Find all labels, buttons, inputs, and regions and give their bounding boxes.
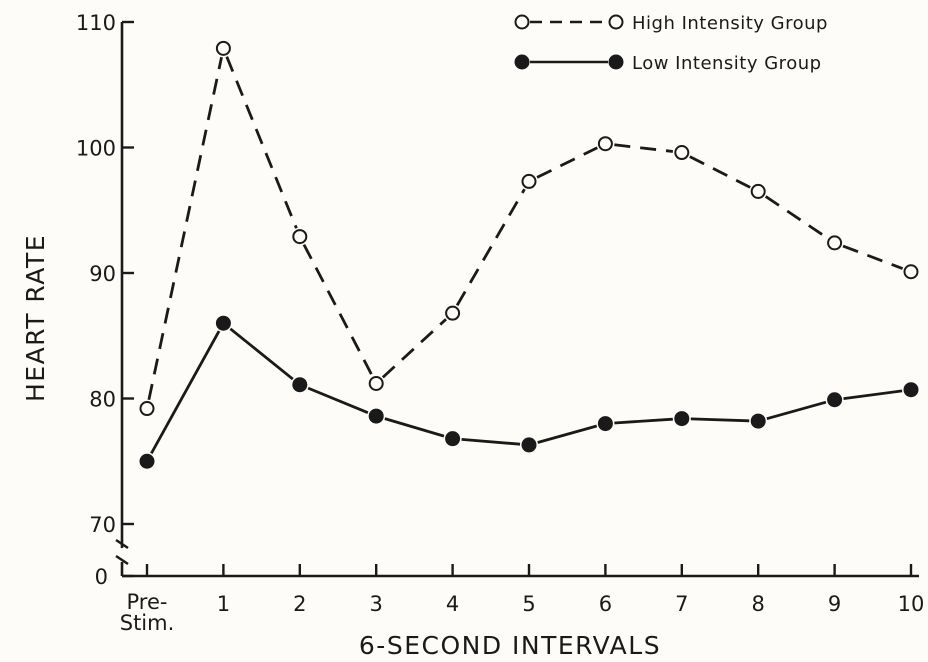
legend-label: Low Intensity Group — [632, 53, 822, 74]
data-point-filled — [903, 382, 919, 398]
series-segment — [766, 400, 827, 421]
series-segment — [381, 318, 447, 379]
series-segment — [764, 195, 828, 240]
series-segment — [225, 56, 298, 229]
series-segment — [536, 146, 598, 179]
data-point-filled — [139, 453, 155, 469]
y-axis-ticks: 70 80 90 100 110 0 — [76, 11, 134, 589]
series-low-intensity — [139, 315, 919, 469]
x-tick-label: 3 — [370, 592, 383, 616]
data-point-filled — [597, 416, 613, 432]
x-tick-label: Pre-Stim. — [120, 590, 175, 635]
data-point-open — [368, 375, 384, 391]
x-axis-title: 6-SECOND INTERVALS — [359, 631, 661, 660]
series-segment — [690, 417, 750, 423]
series-layer — [139, 40, 919, 469]
data-point-open — [903, 264, 919, 280]
legend-marker-open — [514, 14, 530, 30]
legend: High Intensity Group Low Intensity Group — [514, 13, 828, 74]
x-tick-label: 4 — [446, 592, 459, 616]
x-tick-label: 9 — [828, 592, 841, 616]
data-point-open — [521, 173, 537, 189]
legend-marker-filled — [608, 54, 624, 70]
x-tick-label: 10 — [898, 592, 925, 616]
y-axis-break — [115, 539, 129, 565]
x-tick-label: 1 — [217, 592, 230, 616]
y-axis-title: HEART RATE — [21, 234, 50, 402]
data-point-filled — [750, 413, 766, 429]
data-point-filled — [445, 431, 461, 447]
series-segment — [455, 188, 526, 307]
data-point-filled — [674, 411, 690, 427]
x-tick-label: 5 — [522, 592, 535, 616]
legend-item: Low Intensity Group — [514, 53, 822, 74]
data-point-open — [597, 136, 613, 152]
y-tick-label: 110 — [76, 11, 116, 35]
data-point-open — [750, 183, 766, 199]
x-tick-label: 6 — [599, 592, 612, 616]
series-segment — [843, 389, 903, 400]
data-point-open — [445, 305, 461, 321]
x-axis-ticks: Pre-Stim. 1 2 3 4 5 6 7 8 9 10 — [120, 564, 925, 635]
data-point-filled — [215, 315, 231, 331]
data-point-open — [215, 40, 231, 56]
data-point-filled — [827, 392, 843, 408]
series-segment — [614, 417, 673, 425]
x-tick-label: 2 — [293, 592, 306, 616]
series-segment — [842, 244, 904, 270]
series-segment — [229, 327, 294, 381]
y-tick-label: 80 — [89, 388, 116, 412]
legend-marker-filled — [514, 54, 530, 70]
y-tick-label: 100 — [76, 137, 116, 161]
series-segment — [307, 386, 369, 414]
data-point-filled — [292, 377, 308, 393]
y-tick-label: 90 — [89, 262, 116, 286]
series-segment — [537, 424, 598, 444]
data-point-open — [674, 145, 690, 161]
legend-marker-open — [608, 14, 624, 30]
data-point-open — [827, 235, 843, 251]
data-point-filled — [368, 408, 384, 424]
y-tick-label: 70 — [89, 513, 116, 537]
series-segment — [384, 417, 445, 438]
series-segment — [147, 56, 223, 401]
data-point-open — [139, 401, 155, 417]
series-segment — [302, 243, 374, 377]
data-point-open — [292, 229, 308, 245]
series-high-intensity — [139, 40, 919, 417]
series-segment — [689, 155, 751, 189]
series-segment — [614, 143, 674, 153]
x-tick-label: 8 — [752, 592, 765, 616]
axes — [115, 22, 919, 578]
y-tick-label-zero: 0 — [95, 565, 108, 589]
legend-label: High Intensity Group — [632, 13, 828, 34]
x-tick-label: 7 — [675, 592, 688, 616]
series-segment — [150, 330, 221, 455]
legend-item: High Intensity Group — [514, 13, 828, 34]
data-point-filled — [521, 437, 537, 453]
series-segment — [461, 438, 521, 446]
